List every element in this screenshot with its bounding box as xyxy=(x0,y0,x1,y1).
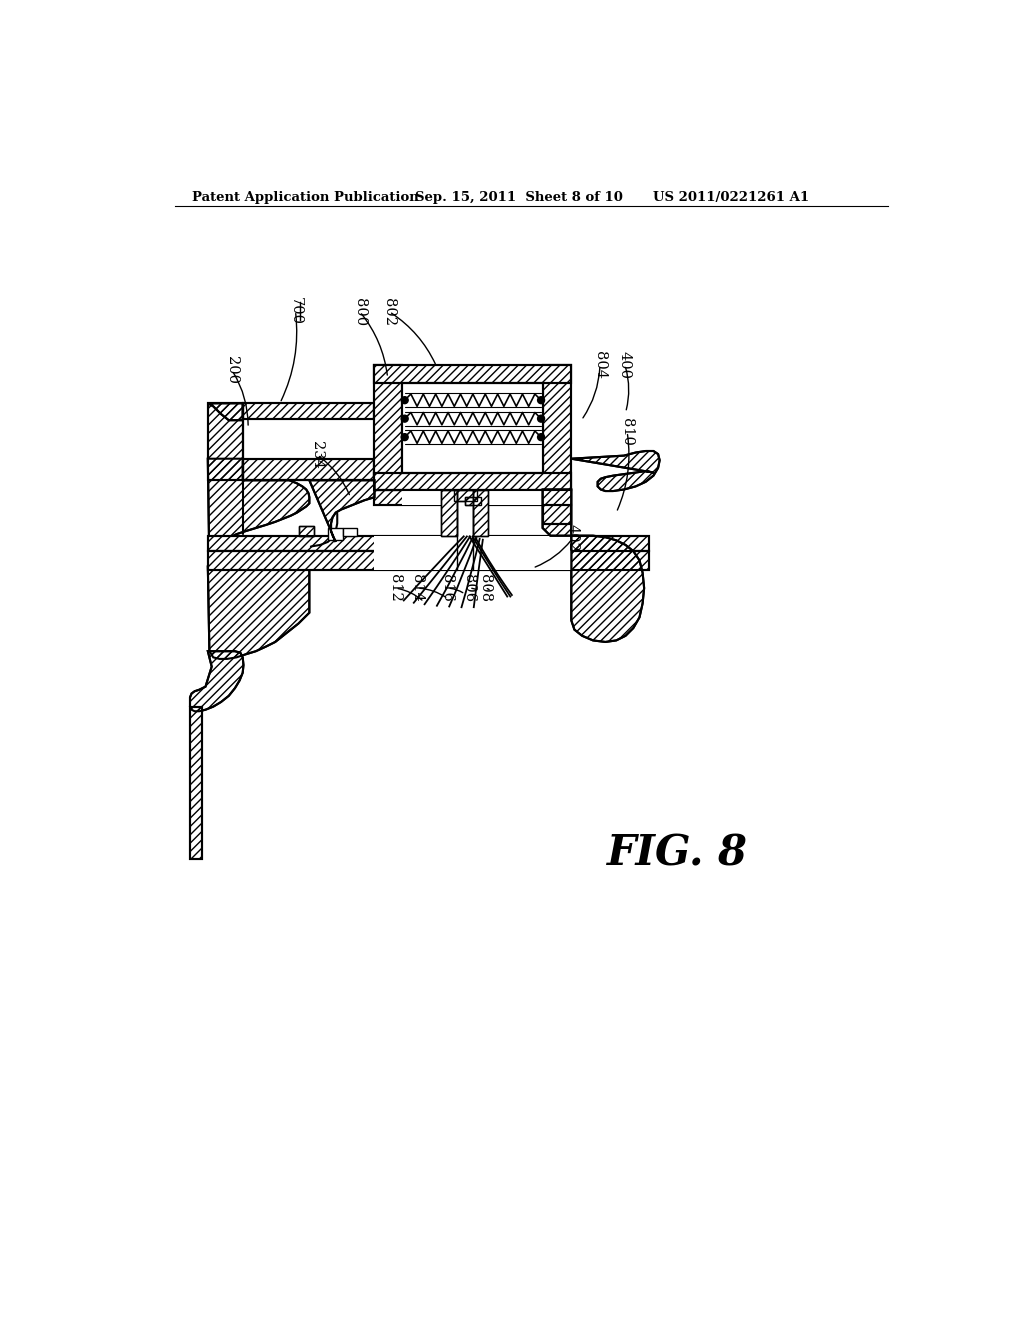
Circle shape xyxy=(538,434,545,441)
Polygon shape xyxy=(309,480,375,543)
Polygon shape xyxy=(454,490,477,502)
Polygon shape xyxy=(544,364,571,490)
Polygon shape xyxy=(402,490,544,506)
Polygon shape xyxy=(208,566,309,659)
Text: 200: 200 xyxy=(225,356,239,384)
Text: 812: 812 xyxy=(388,574,402,602)
Polygon shape xyxy=(208,404,243,420)
Text: 802: 802 xyxy=(382,297,396,326)
Polygon shape xyxy=(208,404,243,480)
Text: 700: 700 xyxy=(289,297,302,325)
Text: FIG. 8: FIG. 8 xyxy=(607,833,748,875)
Text: Patent Application Publication: Patent Application Publication xyxy=(191,191,418,203)
Polygon shape xyxy=(375,364,571,383)
Polygon shape xyxy=(208,536,649,552)
Circle shape xyxy=(401,434,409,441)
Text: 814: 814 xyxy=(410,574,424,602)
Polygon shape xyxy=(375,490,571,506)
Polygon shape xyxy=(375,473,571,490)
Polygon shape xyxy=(328,528,343,540)
Polygon shape xyxy=(465,498,480,506)
Polygon shape xyxy=(402,383,544,473)
Polygon shape xyxy=(343,528,357,536)
Text: 804: 804 xyxy=(593,351,607,379)
Text: 816: 816 xyxy=(440,574,455,602)
Polygon shape xyxy=(208,459,309,566)
Circle shape xyxy=(538,397,545,404)
Text: Sep. 15, 2011  Sheet 8 of 10: Sep. 15, 2011 Sheet 8 of 10 xyxy=(415,191,623,203)
Polygon shape xyxy=(441,490,457,536)
Text: 806: 806 xyxy=(462,574,476,602)
Polygon shape xyxy=(457,490,473,536)
Text: 234: 234 xyxy=(310,441,325,469)
Polygon shape xyxy=(243,404,375,418)
Text: 402: 402 xyxy=(566,524,580,552)
Polygon shape xyxy=(208,552,649,570)
Polygon shape xyxy=(543,490,571,536)
Polygon shape xyxy=(299,527,314,536)
Text: 808: 808 xyxy=(477,574,492,602)
Polygon shape xyxy=(571,451,659,491)
Polygon shape xyxy=(375,364,402,490)
Text: 400: 400 xyxy=(617,351,632,379)
Text: 810: 810 xyxy=(621,418,634,446)
Polygon shape xyxy=(473,490,488,536)
Polygon shape xyxy=(243,459,375,480)
Polygon shape xyxy=(190,706,203,859)
Polygon shape xyxy=(543,506,571,524)
Circle shape xyxy=(401,416,409,422)
Text: 800: 800 xyxy=(352,297,367,326)
Circle shape xyxy=(401,397,409,404)
Polygon shape xyxy=(375,536,571,570)
Circle shape xyxy=(538,416,545,422)
Text: US 2011/0221261 A1: US 2011/0221261 A1 xyxy=(653,191,810,203)
Polygon shape xyxy=(190,651,244,711)
Polygon shape xyxy=(571,536,644,642)
